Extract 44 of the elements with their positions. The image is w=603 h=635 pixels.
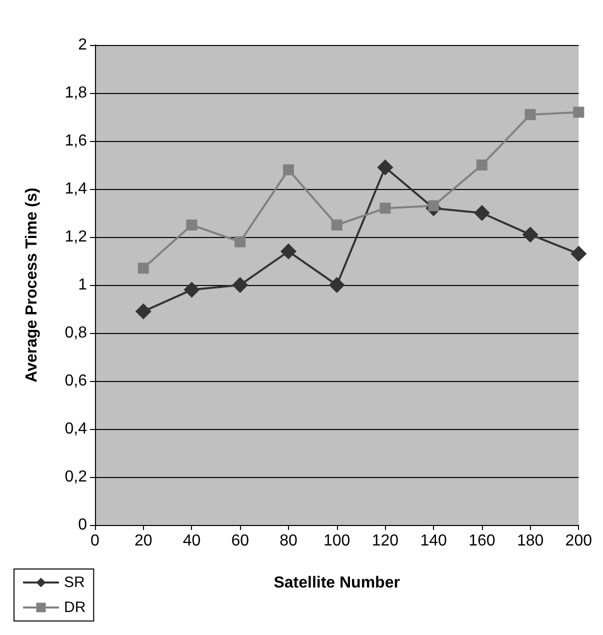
point — [282, 164, 294, 176]
point — [184, 282, 200, 298]
x-tick-label: 60 — [231, 532, 250, 550]
y-tick-label: 2 — [78, 36, 88, 54]
x-tick-label: 180 — [516, 532, 544, 550]
x-tick-label: 120 — [372, 532, 399, 550]
y-tick-label: 0,2 — [64, 468, 88, 486]
y-tick-label: 0,8 — [64, 324, 88, 342]
y-tick-label: 0,6 — [64, 372, 88, 390]
y-tick-label: 1 — [78, 276, 88, 294]
x-tick-label: 0 — [90, 532, 100, 550]
point — [573, 106, 584, 118]
point — [331, 220, 342, 230]
y-tick-label: 1,4 — [64, 180, 88, 198]
x-tick-label: 40 — [182, 532, 201, 550]
point — [524, 109, 536, 120]
x-tick-label: 80 — [280, 532, 298, 550]
point — [186, 220, 198, 230]
x-tick-label: 100 — [323, 532, 350, 550]
y-tick-label: 0 — [78, 516, 88, 534]
point — [135, 303, 152, 320]
point — [476, 160, 488, 170]
point — [474, 205, 490, 221]
point — [570, 246, 587, 262]
point — [328, 277, 345, 293]
point — [138, 262, 149, 274]
legend-label: SR — [64, 574, 86, 591]
y-axis-title: Average Process Time (s) — [24, 188, 40, 382]
x-tick-label: 200 — [565, 532, 592, 550]
point — [234, 236, 246, 248]
point — [280, 243, 296, 260]
point — [380, 202, 391, 214]
legend-label: DR — [64, 599, 86, 616]
x-axis-title: Satellite Number — [274, 574, 400, 592]
y-tick-label: 1,8 — [64, 84, 88, 102]
y-tick-label: 0,4 — [64, 420, 88, 438]
x-tick-label: 140 — [420, 532, 447, 550]
y-tick-label: 1,2 — [64, 228, 88, 246]
x-tick-label: 20 — [134, 532, 152, 550]
point — [232, 277, 248, 293]
y-tick-label: 1,6 — [64, 132, 88, 150]
x-tick-label: 160 — [468, 532, 496, 550]
point — [522, 226, 538, 243]
point — [377, 159, 394, 176]
